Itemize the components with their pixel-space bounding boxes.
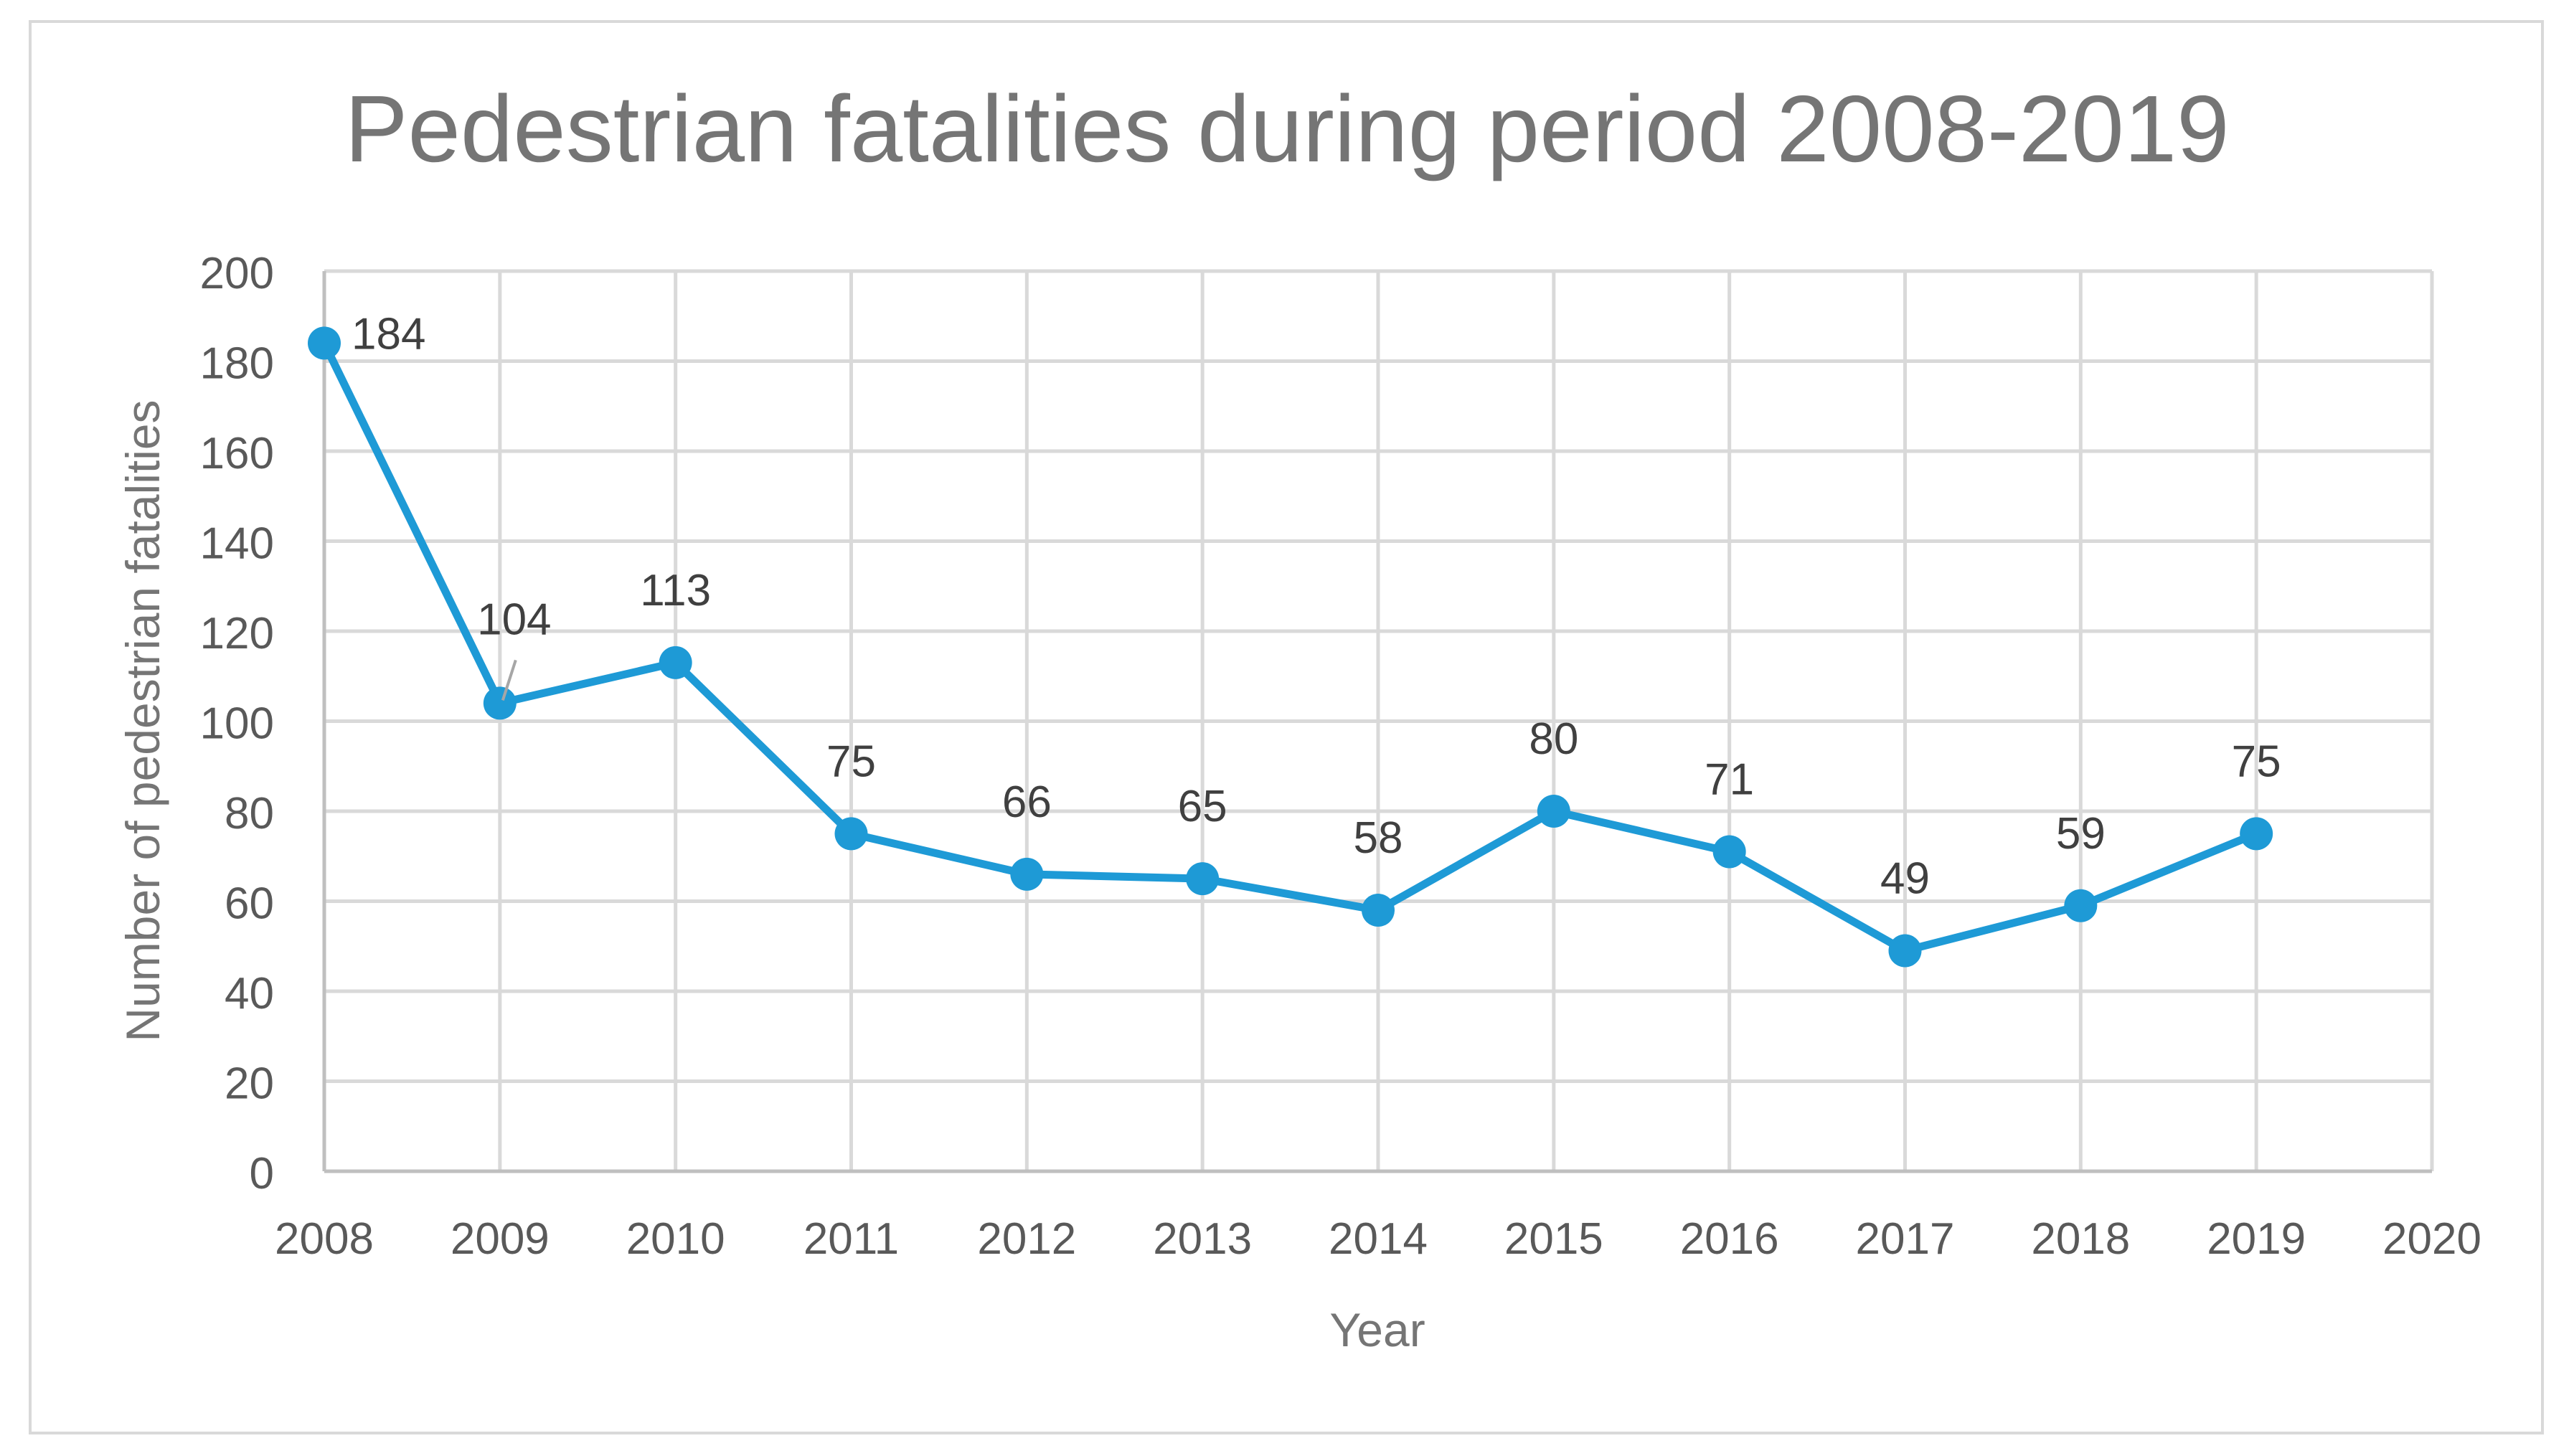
data-labels: 184 104 113 75 66 65 58 80 71 49 59 75	[352, 309, 2281, 903]
data-point	[308, 326, 341, 360]
data-label: 113	[640, 566, 711, 615]
data-point	[1888, 934, 1922, 968]
data-point	[1010, 857, 1044, 891]
data-label: 66	[1002, 777, 1052, 827]
data-point	[659, 646, 692, 679]
data-point	[1186, 862, 1220, 896]
y-tick-label: 200	[200, 249, 274, 298]
y-tick-label: 80	[225, 789, 274, 838]
data-label: 75	[826, 737, 876, 786]
x-tick-label: 2017	[1856, 1214, 1955, 1264]
x-tick-label: 2019	[2207, 1214, 2306, 1264]
y-tick-label: 60	[225, 879, 274, 929]
x-tick-label: 2020	[2382, 1214, 2481, 1264]
y-tick-label: 180	[200, 339, 274, 389]
y-tick-label: 120	[200, 609, 274, 658]
data-label: 184	[352, 309, 425, 359]
x-tick-label: 2010	[626, 1214, 725, 1264]
x-tick-label: 2012	[977, 1214, 1076, 1264]
data-label: 104	[477, 595, 551, 644]
x-tick-label: 2013	[1153, 1214, 1252, 1264]
data-point	[2064, 889, 2098, 922]
data-label: 49	[1880, 854, 1930, 904]
y-tick-label: 100	[200, 699, 274, 749]
y-axis-ticks: 0 20 40 60 80 100 120 140 160 180 200	[200, 249, 274, 1199]
x-tick-label: 2009	[451, 1214, 550, 1264]
data-label: 80	[1529, 714, 1578, 764]
data-point	[1537, 795, 1570, 828]
data-label: 59	[2056, 809, 2106, 859]
y-tick-label: 140	[200, 519, 274, 569]
data-label: 65	[1178, 782, 1227, 831]
data-point	[2240, 817, 2273, 851]
series-line-layer	[320, 339, 2260, 955]
y-axis-title: Number of pedestrian fatalities	[116, 400, 169, 1041]
y-tick-label: 20	[225, 1059, 274, 1109]
gridlines	[322, 269, 2434, 1173]
y-tick-label: 0	[250, 1149, 274, 1199]
x-axis-ticks: 2008 2009 2010 2011 2012 2013 2014 2015 2016 2017…	[275, 1214, 2481, 1264]
y-tick-label: 160	[200, 429, 274, 478]
chart-title: Pedestrian fatalities during period 2008…	[344, 76, 2229, 181]
data-label: 58	[1354, 813, 1403, 863]
x-tick-label: 2018	[2031, 1214, 2130, 1264]
data-points	[308, 326, 2273, 968]
x-axis-title: Year	[1329, 1303, 1425, 1356]
data-point	[483, 686, 517, 720]
chart-frame	[29, 20, 2544, 1434]
label-leader-line	[501, 659, 517, 701]
x-tick-label: 2011	[803, 1214, 899, 1264]
x-tick-label: 2014	[1329, 1214, 1428, 1264]
data-label: 75	[2232, 737, 2281, 786]
data-point	[1712, 835, 1746, 869]
x-tick-label: 2016	[1680, 1214, 1779, 1264]
data-label: 71	[1705, 755, 1754, 804]
series-line	[320, 339, 2260, 955]
data-point	[1362, 894, 1395, 927]
x-tick-label: 2008	[275, 1214, 374, 1264]
x-tick-label: 2015	[1504, 1214, 1603, 1264]
y-tick-label: 40	[225, 969, 274, 1018]
data-point	[834, 817, 868, 851]
